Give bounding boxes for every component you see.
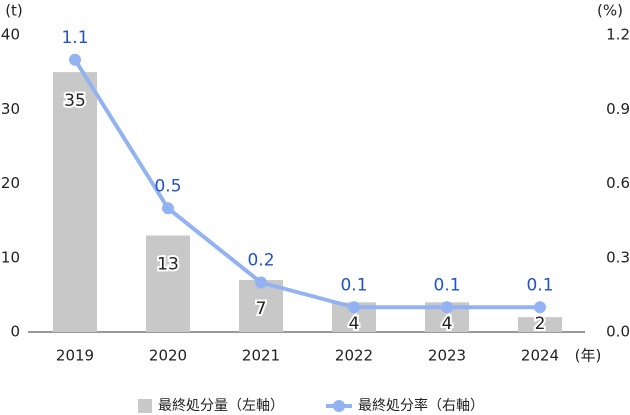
bar-value-label: 4 — [349, 314, 360, 334]
y2-unit: (%) — [597, 2, 623, 20]
x-tick-label: 2019 — [56, 347, 94, 365]
bar — [146, 235, 190, 332]
y-tick-label: 20 — [1, 174, 20, 192]
y2-tick-label: 0.0 — [606, 323, 630, 341]
y-tick-label: 30 — [1, 100, 20, 118]
bar — [239, 280, 283, 332]
line-point — [534, 301, 546, 314]
x-tick-label: 2022 — [335, 347, 373, 365]
line-point — [255, 276, 267, 289]
line-value-label: 0.5 — [154, 176, 181, 196]
bar-value-label: 2 — [535, 314, 546, 334]
legend-label: 最終処分率（右軸） — [358, 397, 484, 414]
bar — [518, 317, 562, 332]
bar-value-label: 7 — [256, 299, 267, 319]
x-unit: (年) — [575, 347, 602, 365]
line-point — [162, 202, 174, 215]
line-value-label: 0.1 — [526, 275, 553, 295]
y2-tick-label: 0.6 — [606, 174, 630, 192]
line-value-label: 1.1 — [61, 28, 88, 48]
y-tick-label: 40 — [1, 26, 20, 44]
y-tick-label: 0 — [10, 323, 20, 341]
legend-swatch — [333, 400, 345, 412]
line-point — [441, 301, 453, 314]
line-value-label: 0.2 — [247, 251, 274, 271]
x-tick-label: 2024 — [521, 347, 559, 365]
y-unit: (t) — [5, 2, 23, 20]
line — [73, 58, 540, 310]
line-value-label: 0.1 — [340, 275, 367, 295]
legend-swatch — [138, 399, 152, 413]
line-value-label: 0.1 — [433, 275, 460, 295]
y2-tick-label: 0.3 — [606, 248, 630, 266]
bar-value-label: 13 — [157, 254, 179, 274]
bar-value-label: 35 — [64, 91, 86, 111]
x-tick-label: 2021 — [242, 347, 280, 365]
x-tick-label: 2023 — [428, 347, 466, 365]
line-point — [69, 53, 81, 66]
y-tick-label: 10 — [1, 248, 20, 266]
line-point — [348, 301, 360, 314]
legend-label: 最終処分量（左軸） — [158, 398, 284, 414]
y2-tick-label: 1.2 — [606, 26, 630, 44]
bar — [53, 72, 97, 332]
bar-value-label: 4 — [442, 314, 453, 334]
x-tick-label: 2020 — [149, 347, 187, 365]
y2-tick-label: 0.9 — [606, 100, 630, 118]
